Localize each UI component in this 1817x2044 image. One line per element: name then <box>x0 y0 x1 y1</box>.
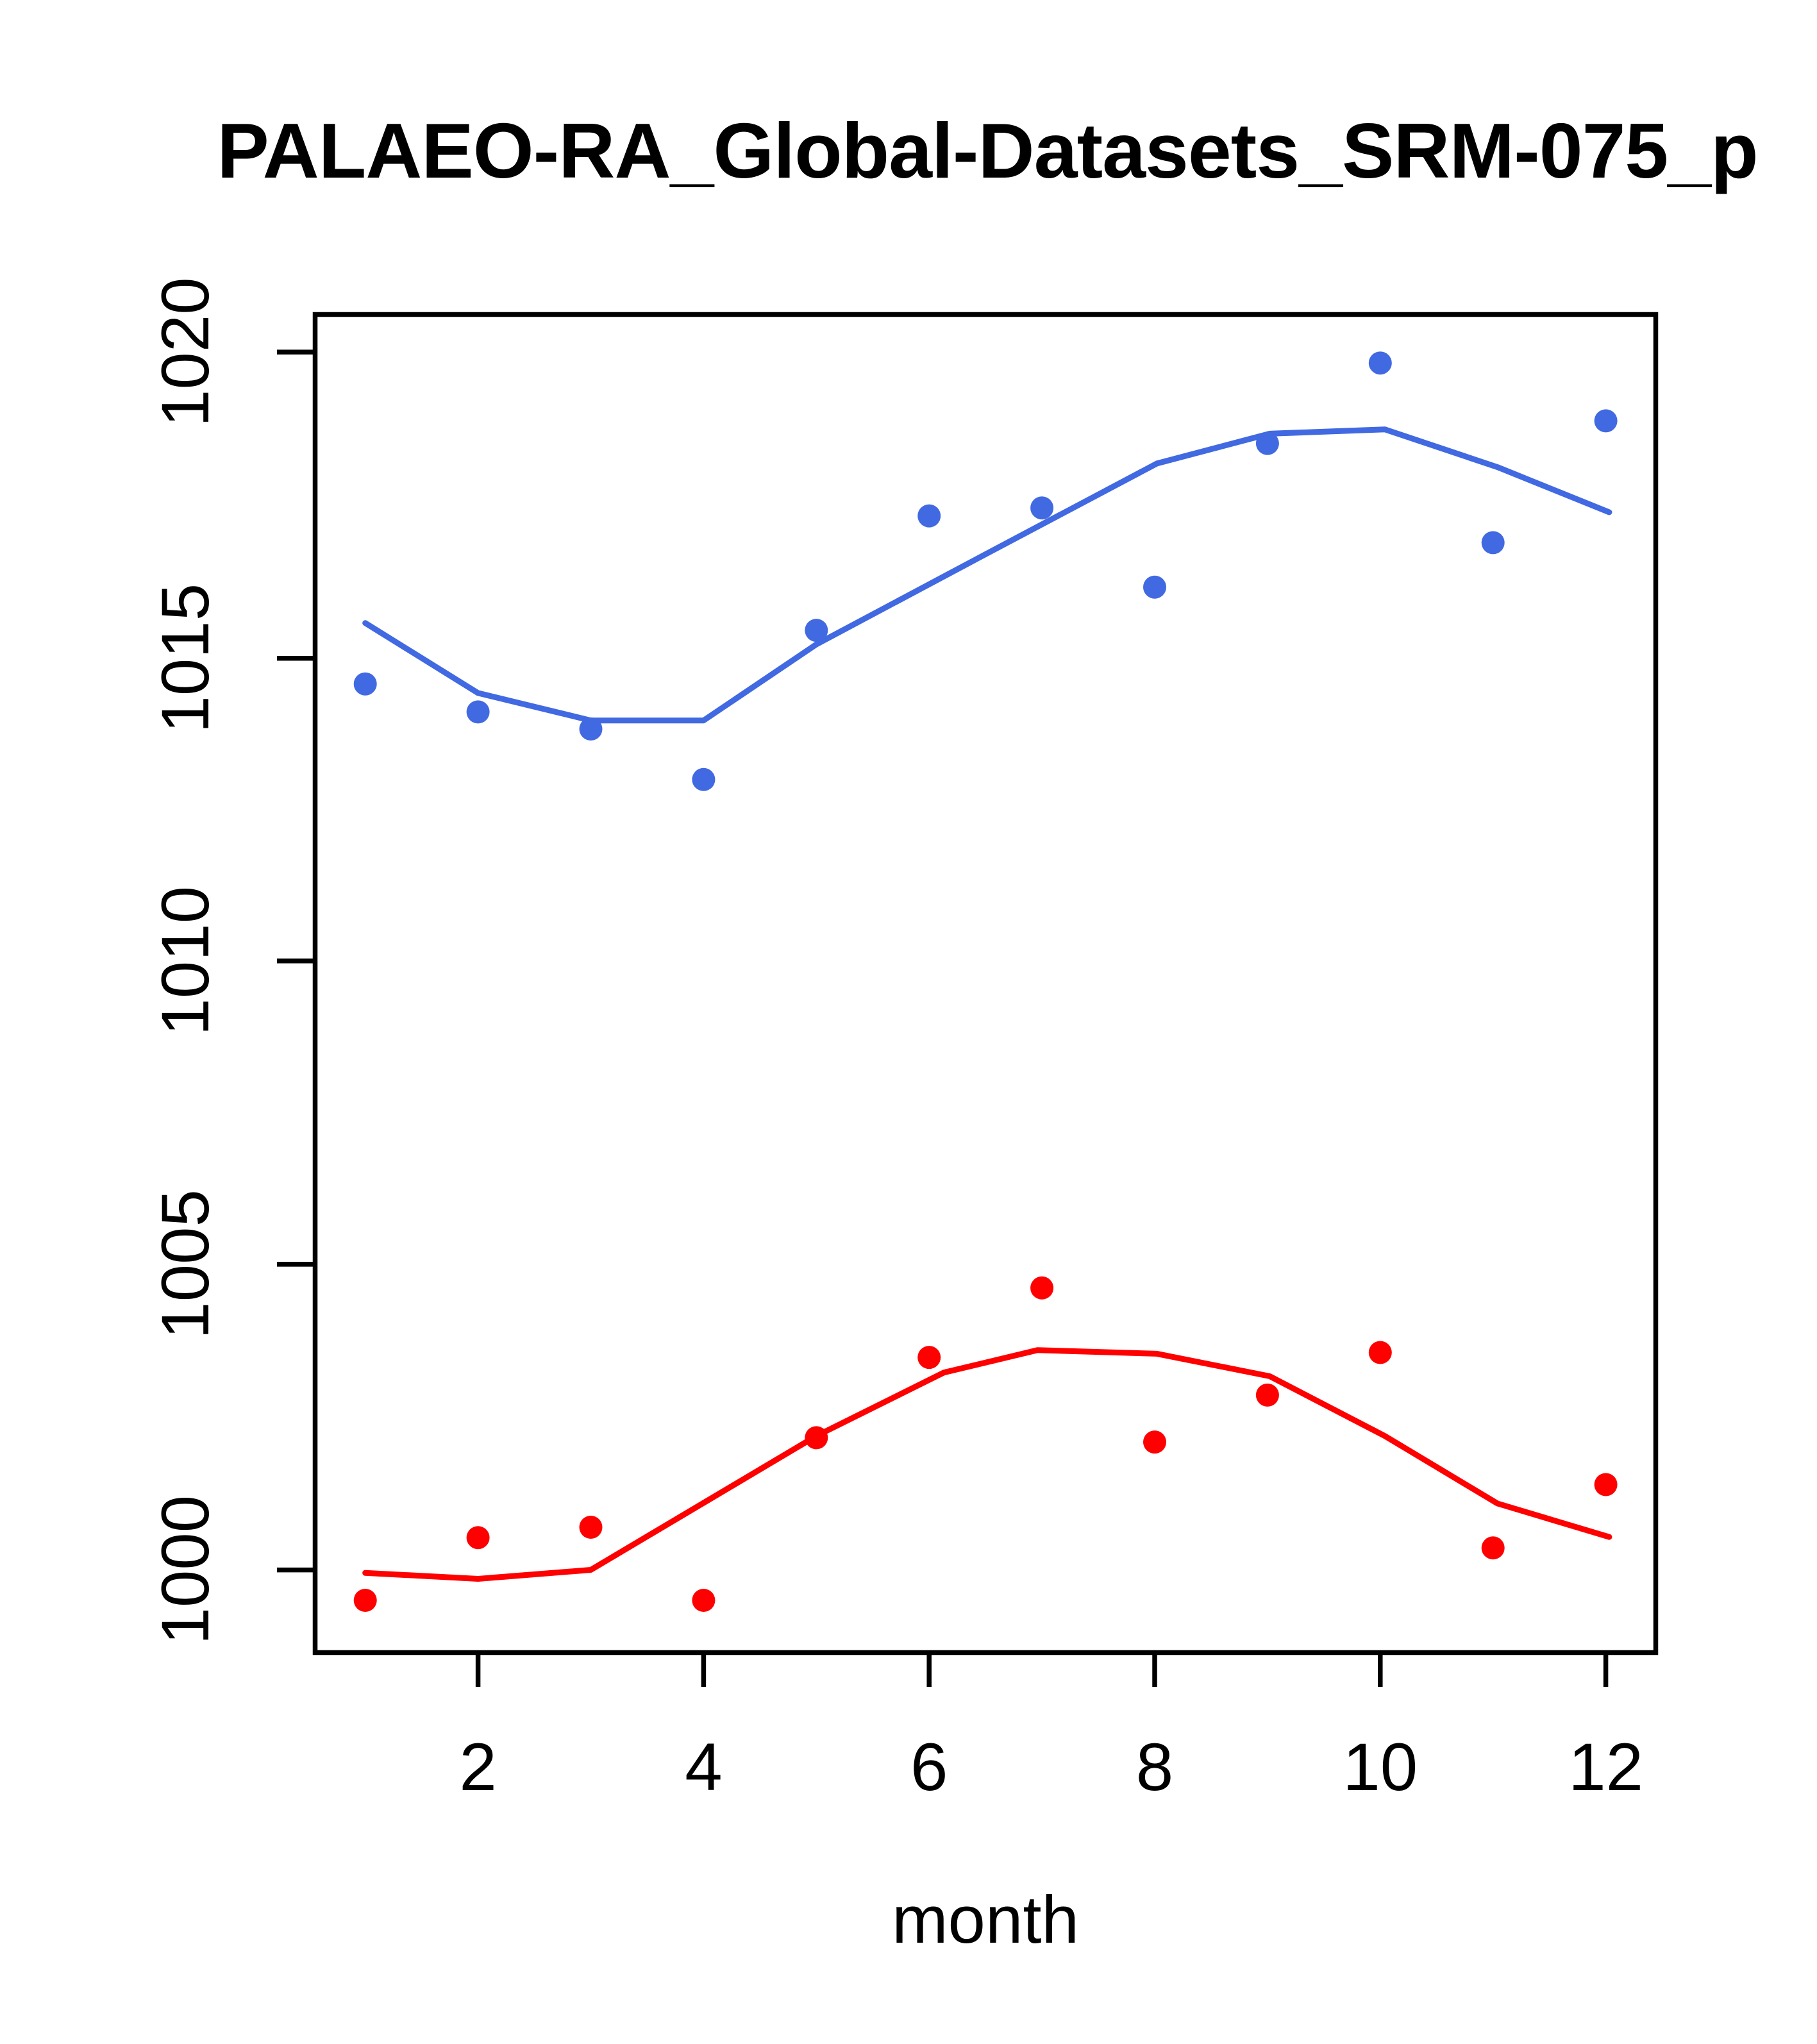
svg-text:6: 6 <box>910 1730 948 1805</box>
svg-text:1020: 1020 <box>148 277 223 427</box>
svg-text:4: 4 <box>685 1730 722 1805</box>
svg-text:10: 10 <box>1343 1730 1418 1805</box>
svg-text:2: 2 <box>459 1730 496 1805</box>
svg-text:PALAEO-RA_Global-Datasets_SRM-: PALAEO-RA_Global-Datasets_SRM-075_p <box>217 107 1757 194</box>
svg-text:1005: 1005 <box>148 1189 223 1339</box>
svg-text:month: month <box>892 1882 1079 1957</box>
svg-text:1010: 1010 <box>148 886 223 1036</box>
svg-text:1015: 1015 <box>148 583 223 733</box>
svg-text:12: 12 <box>1568 1730 1643 1805</box>
svg-text:1000: 1000 <box>148 1495 223 1645</box>
svg-text:8: 8 <box>1136 1730 1173 1805</box>
